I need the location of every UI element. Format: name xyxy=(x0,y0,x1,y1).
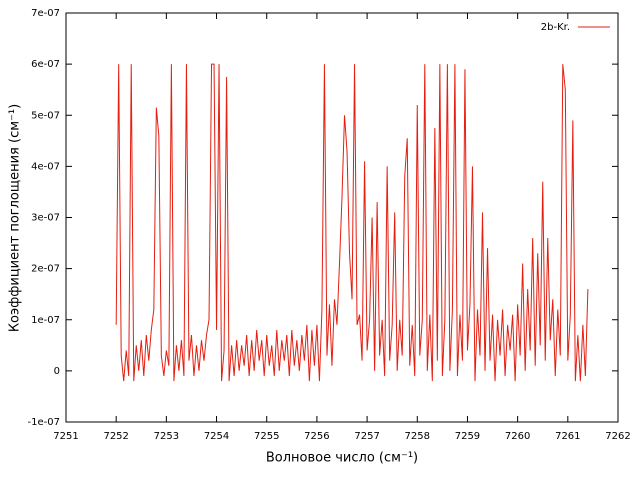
y-axis-label: Коэффициент поглощения (см⁻¹) xyxy=(8,104,23,332)
y-tick-label: 2e-07 xyxy=(31,264,60,275)
x-tick-label: 7254 xyxy=(204,431,229,442)
x-tick-label: 7251 xyxy=(53,431,78,442)
x-tick-label: 7262 xyxy=(605,431,630,442)
x-tick-label: 7259 xyxy=(455,431,480,442)
legend-label: 2b-Kr. xyxy=(541,22,570,33)
y-tick-label: 6e-07 xyxy=(31,59,60,70)
x-tick-label: 7261 xyxy=(555,431,580,442)
x-tick-label: 7255 xyxy=(254,431,279,442)
data-line xyxy=(115,63,589,382)
y-tick-label: 5e-07 xyxy=(31,110,60,121)
y-tick-label: 0 xyxy=(54,366,60,377)
y-tick-label: 1e-07 xyxy=(31,315,60,326)
x-axis-label: Волновое число (см⁻¹) xyxy=(266,451,418,466)
x-tick-label: 7258 xyxy=(405,431,430,442)
y-tick-label: 7e-07 xyxy=(31,8,60,19)
x-tick-label: 7253 xyxy=(154,431,179,442)
x-tick-label: 7257 xyxy=(354,431,379,442)
y-tick-label: 3e-07 xyxy=(31,213,60,224)
x-tick-label: 7256 xyxy=(304,431,329,442)
y-tick-label: 4e-07 xyxy=(31,161,60,172)
x-tick-label: 7252 xyxy=(103,431,128,442)
y-tick-label: -1e-07 xyxy=(28,417,60,428)
x-tick-label: 7260 xyxy=(505,431,530,442)
